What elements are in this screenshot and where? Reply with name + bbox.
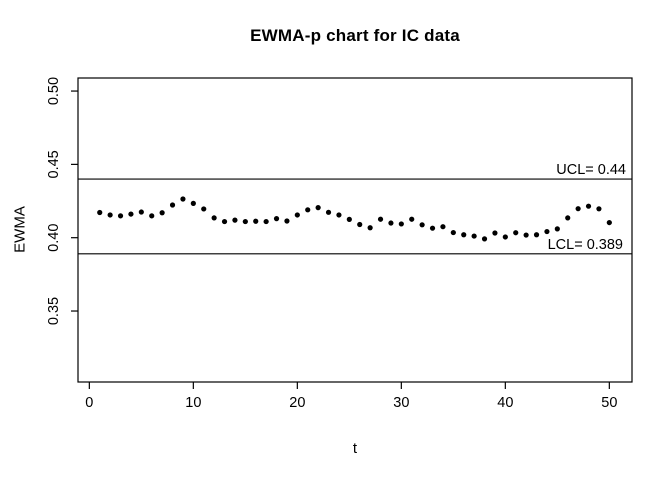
data-point — [388, 220, 394, 226]
data-point — [107, 212, 113, 218]
data-point — [97, 209, 103, 216]
data-point — [596, 206, 602, 212]
data-point — [533, 232, 540, 238]
data-point — [575, 206, 581, 212]
x-tick-label: 20 — [289, 395, 305, 411]
y-tick-label: 0.35 — [46, 297, 62, 325]
x-tick-label: 10 — [185, 395, 201, 411]
data-point — [180, 196, 186, 202]
data-point — [544, 228, 550, 235]
data-point — [201, 206, 207, 212]
plot-box — [77, 77, 633, 383]
data-point — [294, 212, 300, 218]
x-axis-label: t — [352, 440, 358, 457]
data-point — [117, 213, 124, 219]
x-tick-label: 30 — [393, 395, 409, 411]
y-axis-label: EWMA — [11, 206, 29, 253]
data-point — [377, 216, 384, 222]
data-point — [242, 218, 248, 225]
y-tick-label: 0.40 — [46, 224, 62, 252]
y-tick-label: 0.45 — [46, 150, 62, 178]
data-point — [211, 215, 217, 221]
data-point — [606, 219, 612, 226]
data-point — [450, 229, 456, 236]
data-point — [263, 218, 269, 225]
x-tick-label: 40 — [497, 395, 513, 411]
data-point — [492, 230, 498, 236]
data-point — [159, 210, 165, 216]
data-point — [169, 202, 176, 208]
data-point — [357, 221, 363, 228]
x-tick-label: 50 — [601, 395, 617, 411]
data-point — [367, 225, 373, 231]
data-point — [305, 207, 311, 213]
data-point — [253, 218, 259, 224]
data-point — [419, 222, 425, 228]
data-point — [554, 226, 560, 232]
data-point — [565, 215, 571, 221]
x-tick-label: 0 — [85, 395, 93, 411]
lcl-label: LCL= 0.389 — [548, 237, 623, 253]
data-point — [440, 224, 446, 230]
data-point — [284, 218, 290, 224]
data-point — [429, 225, 436, 231]
data-point — [346, 216, 352, 222]
data-point — [273, 216, 280, 222]
data-point — [325, 209, 332, 215]
chart-title: EWMA-p chart for IC data — [250, 26, 460, 45]
data-point — [502, 234, 508, 240]
data-point — [585, 203, 592, 209]
data-point — [336, 212, 342, 218]
data-point — [138, 209, 144, 215]
data-point — [232, 217, 238, 223]
ucl-label: UCL= 0.44 — [556, 162, 626, 178]
data-point — [523, 232, 529, 238]
data-point — [461, 232, 467, 238]
data-point — [149, 213, 155, 219]
data-point — [398, 221, 404, 227]
data-point — [190, 200, 196, 206]
data-point — [471, 233, 477, 239]
data-point — [513, 230, 519, 236]
data-point — [221, 218, 228, 225]
data-point — [481, 236, 488, 242]
data-point — [128, 211, 134, 217]
data-point — [315, 205, 321, 211]
data-point — [409, 216, 415, 222]
y-tick-label: 0.50 — [46, 77, 62, 105]
